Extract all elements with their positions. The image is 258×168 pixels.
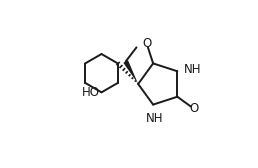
Text: NH: NH — [146, 112, 164, 125]
Text: NH: NH — [184, 63, 201, 76]
Text: O: O — [142, 37, 151, 50]
Polygon shape — [123, 60, 138, 84]
Text: O: O — [190, 102, 199, 115]
Text: HO: HO — [82, 86, 100, 99]
